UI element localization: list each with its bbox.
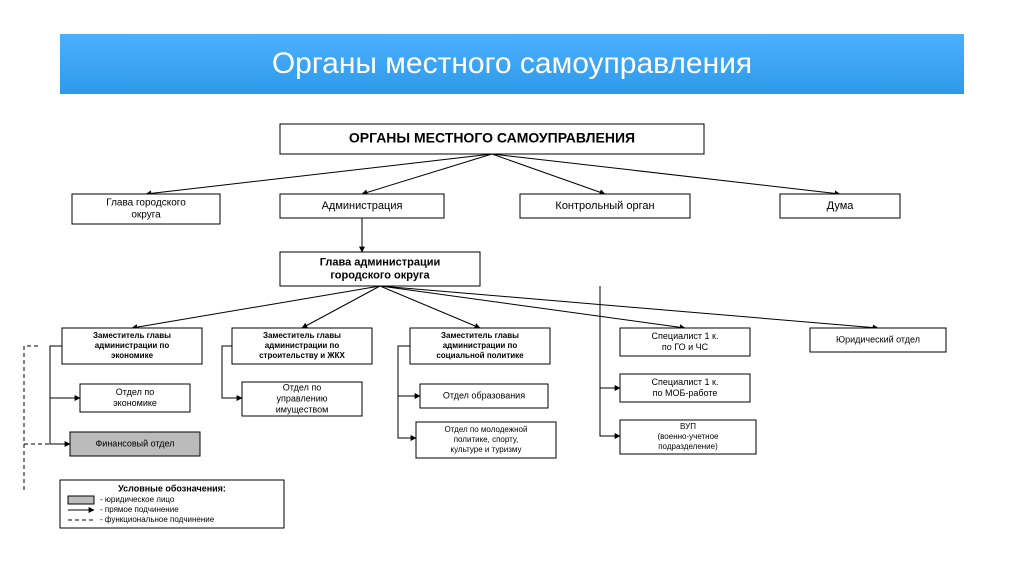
node-e4: Специалист 1 к.по МОБ-работе [620, 374, 750, 402]
node-label: администрации по [95, 341, 170, 350]
node-label: городского округа [330, 269, 430, 281]
node-root: ОРГАНЫ МЕСТНОГО САМОУПРАВЛЕНИЯ [280, 124, 704, 154]
node-e3: Отдел образования [420, 384, 548, 408]
node-label: по МОБ-работе [653, 388, 718, 398]
node-label: строительству и ЖКХ [259, 351, 345, 360]
node-d3: Заместитель главыадминистрации посоциаль… [410, 328, 550, 364]
node-label: экономике [111, 351, 154, 360]
edge [600, 286, 620, 388]
node-label: Контрольный орган [555, 200, 654, 212]
node-label: Заместитель главы [93, 331, 171, 340]
node-label: Администрация [322, 200, 403, 212]
node-ctrl: Контрольный орган [520, 194, 690, 218]
node-label: Специалист 1 к. [652, 331, 719, 341]
node-label: Юридический отдел [836, 334, 920, 344]
node-label: политике, спорту, [454, 435, 519, 444]
legend-item-text: - юридическое лицо [100, 495, 175, 504]
slide: Органы местного самоуправления ОРГАНЫ МЕ… [0, 0, 1024, 574]
node-head: Глава городскогоокруга [72, 194, 220, 224]
edge [380, 286, 480, 328]
edge [380, 286, 685, 328]
node-label: администрации по [265, 341, 340, 350]
node-label: Отдел по молодежной [445, 425, 528, 434]
legend-item-text: - прямое подчинение [100, 505, 179, 514]
edge [50, 398, 70, 444]
node-label: Финансовый отдел [95, 438, 174, 448]
node-label: Специалист 1 к. [652, 377, 719, 387]
node-label: администрации по [443, 341, 518, 350]
node-label: по ГО и ЧС [662, 342, 709, 352]
node-label: социальной политике [436, 351, 524, 360]
node-label: округа [131, 210, 161, 221]
node-label: Глава администрации [320, 256, 441, 268]
node-label: экономике [113, 398, 157, 408]
legend-swatch-shaded [68, 496, 94, 504]
edge [492, 154, 840, 194]
node-label: управлению [277, 393, 328, 403]
node-label: Дума [827, 200, 855, 212]
node-label: ВУП [680, 422, 696, 431]
node-label: (военно-учетное [657, 432, 719, 441]
node-label: ОРГАНЫ МЕСТНОГО САМОУПРАВЛЕНИЯ [349, 130, 635, 146]
node-f3: Отдел по молодежнойполитике, спорту,куль… [416, 422, 556, 458]
node-d1: Заместитель главыадминистрации поэкономи… [62, 328, 202, 364]
slide-title: Органы местного самоуправления [272, 47, 752, 81]
node-admin: Администрация [280, 194, 444, 218]
edge [600, 388, 620, 436]
edge [380, 286, 878, 328]
edge [362, 154, 492, 194]
node-label: подразделение) [658, 442, 718, 451]
node-d4: Специалист 1 к.по ГО и ЧС [620, 328, 750, 356]
node-label: культуре и туризму [451, 445, 522, 454]
org-chart: ОРГАНЫ МЕСТНОГО САМОУПРАВЛЕНИЯ Глава горо… [0, 112, 1024, 572]
node-e1: Отдел поэкономике [80, 384, 190, 412]
edge [132, 286, 380, 328]
node-label: Отдел по [116, 387, 154, 397]
node-label: Глава городского [106, 198, 186, 209]
node-label: имуществом [276, 404, 329, 414]
node-d2: Заместитель главыадминистрации построите… [232, 328, 372, 364]
title-bar: Органы местного самоуправления [60, 34, 964, 94]
legend-item-text: - функциональное подчинение [100, 515, 215, 524]
node-duma: Дума [780, 194, 900, 218]
node-e2: Отдел поуправлениюимуществом [242, 382, 362, 416]
node-label: Отдел по [283, 382, 321, 392]
node-label: Заместитель главы [263, 331, 341, 340]
edge [24, 346, 38, 490]
node-gadm: Глава администрациигородского округа [280, 252, 480, 286]
edge [146, 154, 492, 194]
node-label: Отдел образования [443, 390, 525, 400]
edge [398, 396, 416, 438]
node-f4: ВУП(военно-учетноеподразделение) [620, 420, 756, 454]
node-label: Заместитель главы [441, 331, 519, 340]
legend-title: Условные обозначения: [118, 483, 226, 493]
node-f1: Финансовый отдел [70, 432, 200, 456]
node-d5: Юридический отдел [810, 328, 946, 352]
